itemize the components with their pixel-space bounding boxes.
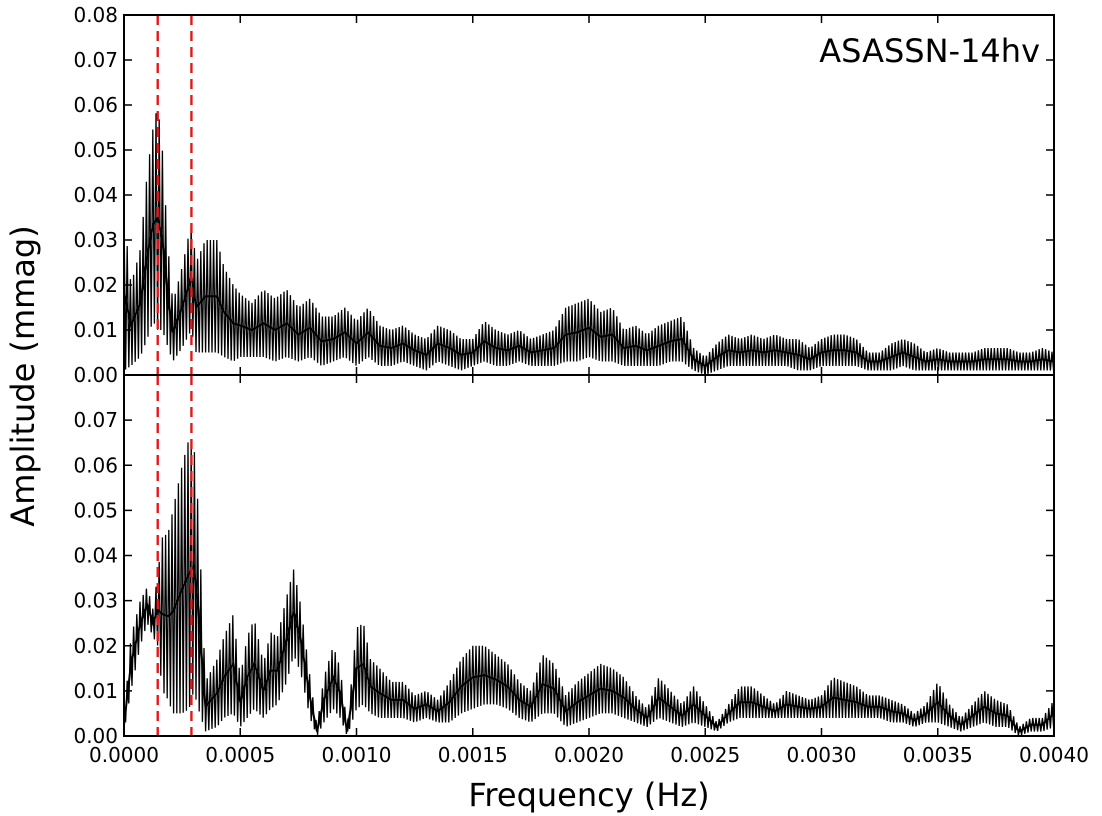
top-panel-traces [123,113,1055,375]
top-y-tick-label-0: 0.00 [73,363,118,387]
x-tick-label-4: 0.0020 [554,743,624,767]
top-y-tick-label-3: 0.03 [73,228,118,252]
y-axis-title: Amplitude (mmag) [4,225,42,526]
bottom-spectrum-centerline [123,564,1055,733]
bottom-y-tick-label-0: 0.00 [73,724,118,748]
x-tick-label-0: 0.0000 [89,743,159,767]
x-tick-label-7: 0.0035 [903,743,973,767]
x-tick-label-1: 0.0005 [205,743,275,767]
bottom-panel-traces [123,440,1055,736]
bottom-y-tick-label-4: 0.04 [73,544,118,568]
x-tick-label-8: 0.0040 [1019,743,1089,767]
x-tick-labels: 0.0000 0.0005 0.0010 0.0015 0.0020 0.0025 0.00… [89,743,1089,767]
bottom-panel [123,374,1055,737]
top-spectrum-centerline [123,214,1055,368]
top-spectrum-line [123,113,1055,375]
x-axis-title: Frequency (Hz) [468,776,709,814]
y-tick-labels: 0.00 0.01 0.02 0.03 0.04 0.05 0.06 0.07 0.08 0.00… [73,3,118,748]
object-name-annotation: ASASSN-14hv [819,32,1040,70]
x-tick-label-5: 0.0025 [670,743,740,767]
bottom-panel-frame [123,374,1055,737]
bottom-y-tick-label-5: 0.05 [73,498,118,522]
top-y-tick-label-7: 0.07 [73,48,118,72]
top-panel: ASASSN-14hv [123,14,1055,376]
bottom-y-tick-label-2: 0.02 [73,634,118,658]
top-y-tick-label-2: 0.02 [73,273,118,297]
bottom-y-tick-label-7: 0.07 [73,408,118,432]
bottom-y-tick-label-1: 0.01 [73,679,118,703]
top-y-tick-label-1: 0.01 [73,318,118,342]
top-y-tick-label-8: 0.08 [73,3,118,27]
top-y-tick-label-6: 0.06 [73,93,118,117]
top-panel-ticks [123,14,1055,376]
top-y-tick-label-5: 0.05 [73,138,118,162]
top-y-tick-label-4: 0.04 [73,183,118,207]
bottom-panel-reference-lines [156,375,193,736]
x-tick-label-3: 0.0015 [438,743,508,767]
top-panel-reference-lines [156,15,193,375]
bottom-panel-ticks [123,375,1055,737]
x-tick-label-6: 0.0030 [787,743,857,767]
x-tick-label-2: 0.0010 [322,743,392,767]
bottom-y-tick-label-6: 0.06 [73,453,118,477]
bottom-y-tick-label-3: 0.03 [73,589,118,613]
